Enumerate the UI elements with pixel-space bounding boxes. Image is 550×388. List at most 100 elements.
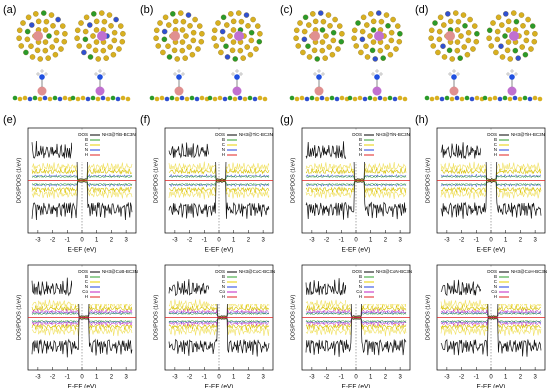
atom <box>474 30 480 37</box>
atom <box>297 20 303 26</box>
atom <box>95 56 101 62</box>
atom <box>53 37 60 44</box>
legend-label: C <box>222 279 226 284</box>
atom <box>306 54 313 60</box>
y-axis-label: DOS/PDOS (1/eV) <box>16 295 22 341</box>
atom <box>42 95 48 101</box>
atom <box>23 49 29 56</box>
x-tick-label: 0 <box>217 375 221 381</box>
x-tick-label: 2 <box>110 238 114 244</box>
atom <box>100 95 106 101</box>
atom <box>320 18 327 25</box>
x-tick-label: 2 <box>384 375 388 381</box>
atom <box>304 96 310 102</box>
panel-label: (b) <box>140 4 153 16</box>
atom <box>213 43 220 49</box>
x-tick-label: 1 <box>504 375 508 381</box>
atom <box>28 43 34 49</box>
atom <box>359 36 366 43</box>
metal-atom <box>507 86 517 96</box>
atom <box>329 51 336 58</box>
atom <box>232 96 238 102</box>
h-atom <box>506 72 510 76</box>
atom <box>29 22 35 28</box>
atom <box>441 22 447 28</box>
atom <box>186 44 192 50</box>
y-axis-label: DOS/PDOS (1/eV) <box>290 295 296 341</box>
atom <box>505 27 512 33</box>
atom <box>454 27 461 33</box>
panel-label: (h) <box>415 114 428 126</box>
metal-atom <box>232 86 242 96</box>
atom <box>160 49 166 56</box>
atom <box>16 35 22 42</box>
atom <box>198 38 205 45</box>
h-atom <box>313 72 317 76</box>
atom <box>108 23 114 29</box>
atom <box>236 10 242 16</box>
atom <box>502 33 508 39</box>
atom <box>42 27 49 33</box>
atom <box>490 20 496 26</box>
atom <box>507 96 513 102</box>
x-axis-label: E-EF (eV) <box>205 384 234 388</box>
atom <box>482 95 488 101</box>
atom <box>70 95 76 101</box>
atom <box>244 44 250 50</box>
compound-label: NH3@CoN-BC3N <box>376 269 412 274</box>
x-tick-label: 3 <box>124 375 128 381</box>
atom <box>387 95 393 101</box>
atom <box>505 39 512 45</box>
atom <box>248 29 255 36</box>
atom <box>507 56 513 62</box>
atom <box>465 29 472 36</box>
atom <box>174 96 180 102</box>
atom <box>17 96 23 102</box>
x-tick-label: 0 <box>354 375 358 381</box>
panel-label: (e) <box>3 114 16 126</box>
atom <box>117 23 124 29</box>
atom <box>217 95 223 101</box>
atom <box>237 47 244 54</box>
atom <box>440 43 446 49</box>
atom <box>82 28 89 35</box>
panel-label: (g) <box>280 114 293 126</box>
atom <box>378 18 385 25</box>
atom <box>179 95 185 101</box>
x-tick-label: 1 <box>369 375 373 381</box>
x-tick-label: 2 <box>247 375 251 381</box>
legend-label: DOS <box>78 132 88 137</box>
atom <box>314 96 320 102</box>
n-atom <box>234 74 240 80</box>
n-atom <box>374 74 380 80</box>
h-atom <box>448 72 452 76</box>
metal-atom <box>170 31 180 41</box>
atom <box>228 11 234 17</box>
atom <box>487 96 493 102</box>
atom <box>20 20 26 26</box>
atom <box>532 95 538 101</box>
atom <box>220 14 227 21</box>
legend-label: DOS <box>78 269 88 274</box>
metal-atom <box>445 31 455 41</box>
atom <box>469 96 475 102</box>
panel-label: (d) <box>415 4 428 16</box>
atom <box>473 38 480 45</box>
atom <box>454 95 460 101</box>
atom <box>326 44 332 50</box>
n-atom <box>316 74 322 80</box>
atom <box>155 43 162 49</box>
x-tick-label: -2 <box>324 238 330 244</box>
atom <box>169 95 175 101</box>
legend-label: C <box>494 142 498 147</box>
legend-label: B <box>85 137 88 142</box>
atom <box>293 27 300 34</box>
x-tick-label: 3 <box>261 238 265 244</box>
atom <box>537 96 543 102</box>
atom <box>377 47 384 54</box>
legend-box <box>72 131 134 162</box>
atom <box>329 95 335 101</box>
legend-label: C <box>494 279 498 284</box>
h-atom <box>36 72 40 76</box>
atom <box>436 36 443 43</box>
